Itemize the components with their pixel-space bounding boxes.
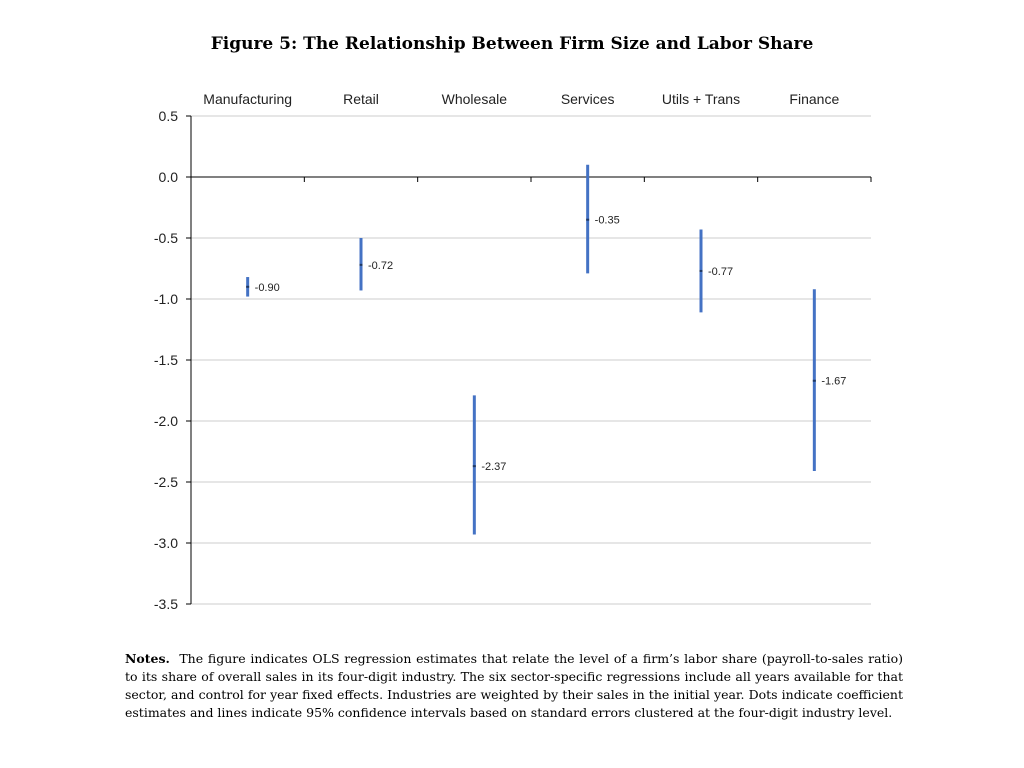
y-tick-label: -2.5 [154, 474, 178, 490]
y-tick-label: -1.5 [154, 352, 178, 368]
y-tick-label: -0.5 [154, 230, 178, 246]
category-label: Retail [343, 91, 379, 107]
category-labels: Manufacturing Retail Wholesale Services Util… [203, 91, 839, 107]
estimate-point [699, 269, 703, 272]
estimate-label: -1.67 [821, 376, 846, 388]
category-label: Utils + Trans [662, 91, 740, 107]
y-tick-label: -2.0 [154, 413, 178, 429]
estimate-point [359, 263, 363, 266]
notes: Notes. The figure indicates OLS regressi… [125, 650, 903, 722]
category-label: Wholesale [442, 91, 508, 107]
axes: 0.5 0.0 -0.5 -1.0 -1.5 -2.0 -2.5 -3.0 -3.5 [154, 108, 872, 612]
category-label: Manufacturing [203, 91, 292, 107]
chart: 0.5 0.0 -0.5 -1.0 -1.5 -2.0 -2.5 -3.0 -3.5 Manuf… [154, 91, 872, 612]
estimate-label: -0.35 [595, 215, 620, 227]
estimate-label: -0.90 [255, 282, 280, 294]
y-tick-label: 0.5 [159, 108, 179, 124]
y-tick-label: -1.0 [154, 291, 178, 307]
estimate-label: -0.77 [708, 266, 733, 278]
estimate-label: -0.72 [368, 260, 393, 272]
gridlines [191, 115, 871, 605]
estimate-point [472, 465, 476, 468]
category-label: Finance [789, 91, 839, 107]
category-label: Services [561, 91, 615, 107]
estimate-point [246, 285, 250, 288]
notes-text: The figure indicates OLS regression esti… [125, 651, 903, 720]
figure-title: Figure 5: The Relationship Between Firm … [210, 34, 814, 54]
estimate-label: -2.37 [481, 461, 506, 473]
y-tick-label: -3.0 [154, 535, 178, 551]
estimate-point [586, 218, 590, 221]
estimate-point [812, 379, 816, 382]
confidence-intervals: -0.90 -0.72 -2.37 -0.35 -0.77 -1.67 [246, 164, 846, 535]
y-tick-label: 0.0 [159, 169, 179, 185]
y-tick-label: -3.5 [154, 596, 178, 612]
notes-heading: Notes. [125, 651, 170, 666]
